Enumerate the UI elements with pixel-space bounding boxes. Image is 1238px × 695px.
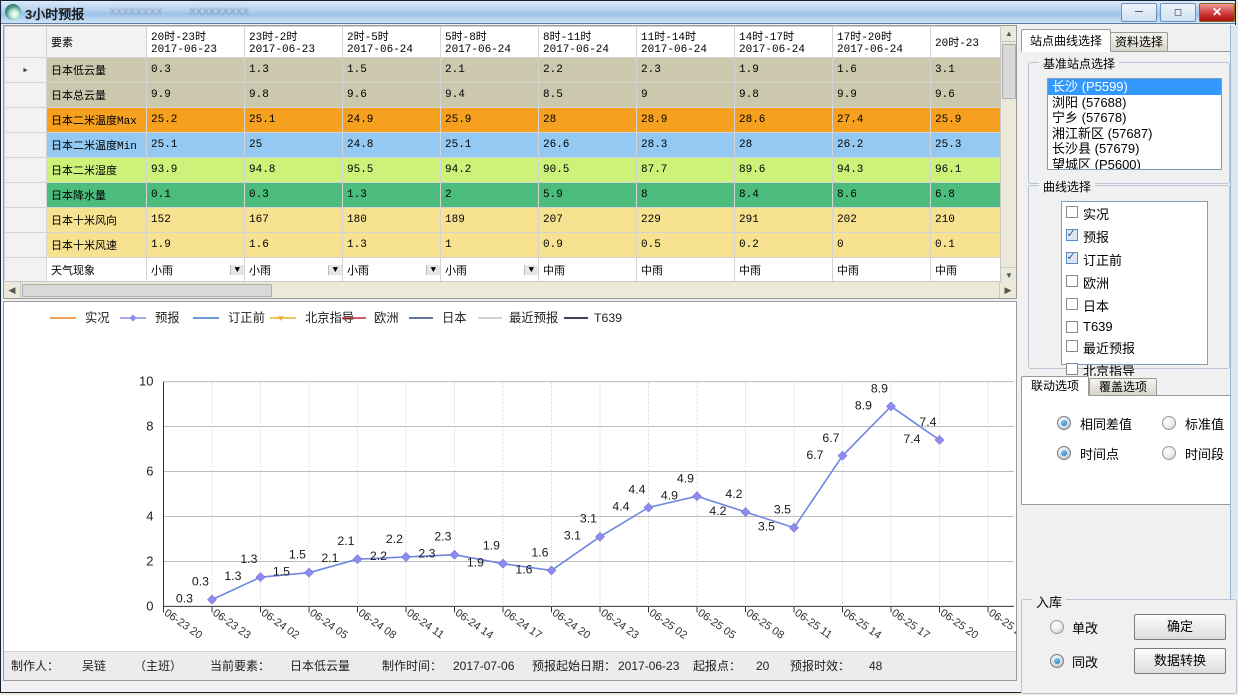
svg-text:1.3: 1.3	[240, 552, 257, 566]
svg-text:06-25 17: 06-25 17	[889, 607, 931, 642]
svg-text:1.9: 1.9	[483, 539, 500, 553]
svg-text:2: 2	[146, 553, 153, 568]
svg-text:06-24 02: 06-24 02	[259, 607, 301, 642]
svg-text:06-24 08: 06-24 08	[356, 607, 398, 642]
svg-text:4.4: 4.4	[628, 482, 645, 496]
svg-text:1.3: 1.3	[224, 569, 241, 583]
svg-text:06-24 11: 06-24 11	[404, 607, 446, 641]
svg-text:7.4: 7.4	[903, 432, 920, 446]
svg-text:0: 0	[146, 598, 153, 613]
svg-text:06-24 17: 06-24 17	[501, 607, 543, 642]
svg-text:1.5: 1.5	[289, 548, 306, 562]
svg-text:2.3: 2.3	[434, 530, 451, 544]
svg-text:06-24 20: 06-24 20	[550, 607, 592, 642]
svg-text:8.9: 8.9	[855, 398, 872, 412]
svg-text:8: 8	[146, 419, 153, 434]
svg-text:06-25 20: 06-25 20	[938, 607, 980, 642]
svg-text:2.3: 2.3	[418, 547, 435, 561]
svg-text:06-24 05: 06-24 05	[307, 607, 349, 642]
svg-text:4.9: 4.9	[677, 471, 694, 485]
svg-text:2.1: 2.1	[337, 534, 354, 548]
svg-text:3.5: 3.5	[758, 520, 775, 534]
svg-text:06-25 14: 06-25 14	[841, 607, 883, 642]
svg-text:0.3: 0.3	[192, 575, 209, 589]
svg-text:3.5: 3.5	[774, 503, 791, 517]
svg-text:4.4: 4.4	[612, 499, 629, 513]
svg-text:3.1: 3.1	[564, 529, 581, 543]
svg-text:4: 4	[146, 508, 153, 523]
svg-text:4.2: 4.2	[709, 504, 726, 518]
svg-text:1.5: 1.5	[273, 565, 290, 579]
svg-text:1.9: 1.9	[467, 556, 484, 570]
svg-text:6.7: 6.7	[806, 448, 823, 462]
svg-text:06-24 23: 06-24 23	[598, 607, 640, 642]
svg-text:2.2: 2.2	[370, 549, 387, 563]
svg-text:6.7: 6.7	[822, 431, 839, 445]
svg-text:10: 10	[139, 374, 153, 389]
svg-text:06-25 23: 06-25 23	[986, 607, 1017, 642]
svg-text:06-23 23: 06-23 23	[210, 607, 252, 642]
svg-text:06-23 20: 06-23 20	[162, 607, 204, 642]
svg-text:0.3: 0.3	[176, 592, 193, 606]
svg-text:06-25 02: 06-25 02	[647, 607, 689, 642]
svg-text:1.6: 1.6	[515, 562, 532, 576]
svg-text:7.4: 7.4	[919, 415, 936, 429]
svg-text:4.2: 4.2	[725, 487, 742, 501]
svg-text:2.2: 2.2	[386, 532, 403, 546]
svg-text:6: 6	[146, 464, 153, 479]
svg-text:06-25 05: 06-25 05	[695, 607, 737, 642]
svg-text:4.9: 4.9	[661, 488, 678, 502]
svg-text:2.1: 2.1	[321, 551, 338, 565]
svg-text:06-25 08: 06-25 08	[744, 607, 786, 642]
svg-text:1.6: 1.6	[531, 545, 548, 559]
svg-text:8.9: 8.9	[871, 381, 888, 395]
svg-text:06-24 14: 06-24 14	[453, 607, 495, 642]
svg-text:06-25 11: 06-25 11	[792, 607, 834, 641]
svg-text:3.1: 3.1	[580, 512, 597, 526]
